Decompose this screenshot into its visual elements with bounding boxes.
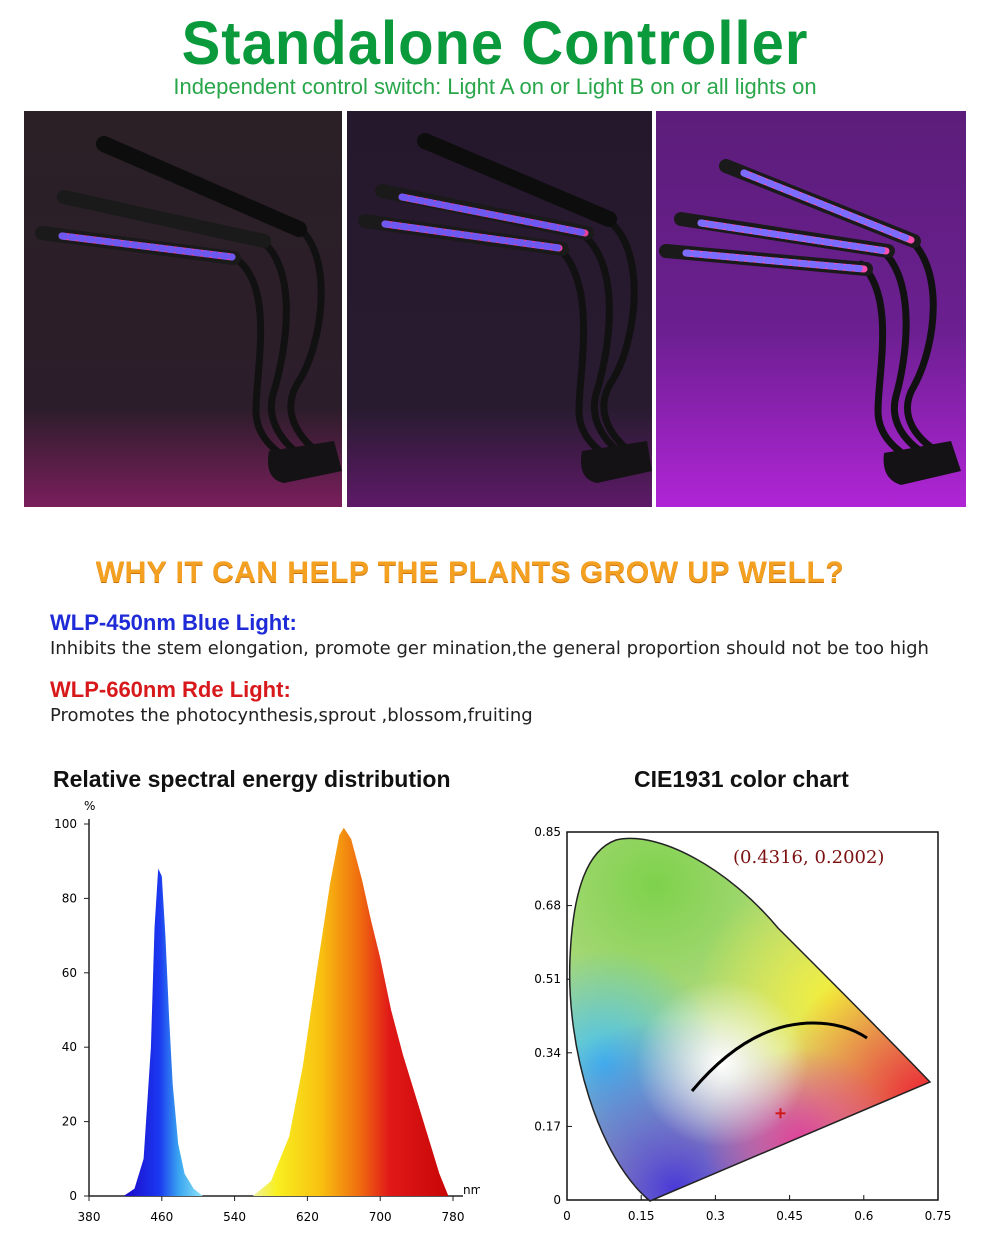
spectral-x-tick-label: 620: [296, 1210, 319, 1224]
photo-all-lights-on: [656, 111, 966, 507]
cie-y-tick-label: 0.34: [534, 1046, 561, 1060]
spectral-series-blue: [123, 868, 203, 1196]
photo-light-b-on: [347, 111, 652, 507]
spectral-y-tick-label: 80: [62, 891, 77, 905]
why-heading: WHY IT CAN HELP THE PLANTS GROW UP WELL?: [95, 556, 845, 589]
red-light-desc: Promotes the photocynthesis,sprout ,blos…: [50, 705, 533, 726]
cie-x-tick-label: 0.3: [706, 1209, 725, 1223]
cie-y-tick-label: 0.85: [534, 825, 561, 839]
spectral-xlabel: nm: [463, 1183, 480, 1197]
page-subtitle: Independent control switch: Light A on o…: [173, 74, 817, 99]
cie-y-tick-label: 0.17: [534, 1119, 561, 1133]
cie-x-tick-label: 0: [563, 1209, 571, 1223]
spectral-x-tick-label: 540: [223, 1210, 246, 1224]
spectral-x-tick-label: 780: [442, 1210, 465, 1224]
spectral-ylabel: %: [84, 799, 95, 813]
spectral-x-tick-label: 380: [78, 1210, 101, 1224]
cie-y-tick-label: 0: [553, 1193, 561, 1207]
cie-y-tick-label: 0.68: [534, 899, 561, 913]
spectral-y-tick-label: 0: [69, 1189, 77, 1203]
blue-light-desc: Inhibits the stem elongation, promote ge…: [50, 638, 929, 659]
cie-point-label: (0.4316, 0.2002): [733, 847, 884, 868]
spectral-chart-title: Relative spectral energy distribution: [53, 766, 451, 792]
spectral-y-tick-label: 40: [62, 1040, 77, 1054]
red-light-title: WLP-660nm Rde Light:: [50, 677, 291, 702]
cie-spectral-locus: [568, 837, 932, 1202]
page-title: Standalone Controller: [181, 9, 809, 78]
cie-chart-title: CIE1931 color chart: [634, 766, 849, 792]
cie-planckian-locus: [690, 1021, 868, 1092]
cie-x-tick-label: 0.15: [628, 1209, 655, 1223]
spectral-y-tick-label: 20: [62, 1115, 77, 1129]
cie-x-tick-label: 0.6: [854, 1209, 873, 1223]
blue-light-title: WLP-450nm Blue Light:: [50, 610, 297, 635]
spectral-chart: 380 460 540 620 700 780 0 20 40 60 80 100 % nm: [54, 799, 480, 1224]
spectral-y-tick-label: 100: [54, 817, 77, 831]
cie-x-tick-label: 0.75: [925, 1209, 952, 1223]
cie-x-tick-label: 0.45: [776, 1209, 803, 1223]
spectral-series-red: [252, 827, 449, 1196]
cie-y-tick-label: 0.51: [534, 972, 561, 986]
photo-light-a-on: [24, 111, 342, 507]
cie-point-marker: [775, 1108, 786, 1119]
spectral-x-tick-label: 700: [369, 1210, 392, 1224]
cie-chart: 0 0.15 0.3 0.45 0.6 0.75 0 0.17 0.34 0.51 0.68 0.85…: [534, 825, 952, 1223]
spectral-x-tick-label: 460: [150, 1210, 173, 1224]
spectral-y-tick-label: 60: [62, 966, 77, 980]
